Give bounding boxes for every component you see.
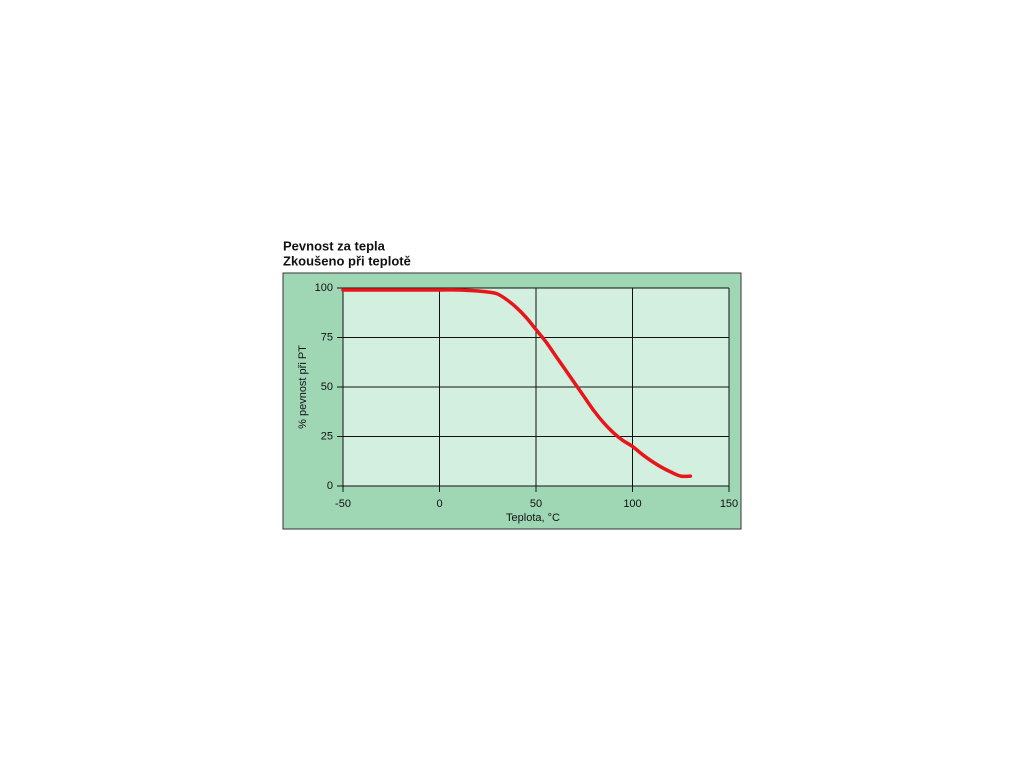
x-tick-label: 100 xyxy=(623,498,641,510)
chart-title: Pevnost za tepla xyxy=(283,238,386,253)
x-tick-label: 50 xyxy=(530,498,542,510)
chart-subtitle: Zkoušeno při teplotě xyxy=(283,253,411,268)
y-tick-label: 0 xyxy=(327,480,333,492)
y-tick-label: 75 xyxy=(321,331,333,343)
y-axis-label: % pevnost při PT xyxy=(297,345,309,429)
y-tick-label: 25 xyxy=(321,430,333,442)
x-tick-label: 150 xyxy=(720,498,738,510)
x-tick-label: -50 xyxy=(335,498,351,510)
data-line xyxy=(341,288,693,479)
y-tick-label: 50 xyxy=(321,381,333,393)
x-axis-label: Teplota, °C xyxy=(506,512,560,524)
x-tick-label: 0 xyxy=(436,498,442,510)
y-tick-label: 100 xyxy=(315,282,333,294)
